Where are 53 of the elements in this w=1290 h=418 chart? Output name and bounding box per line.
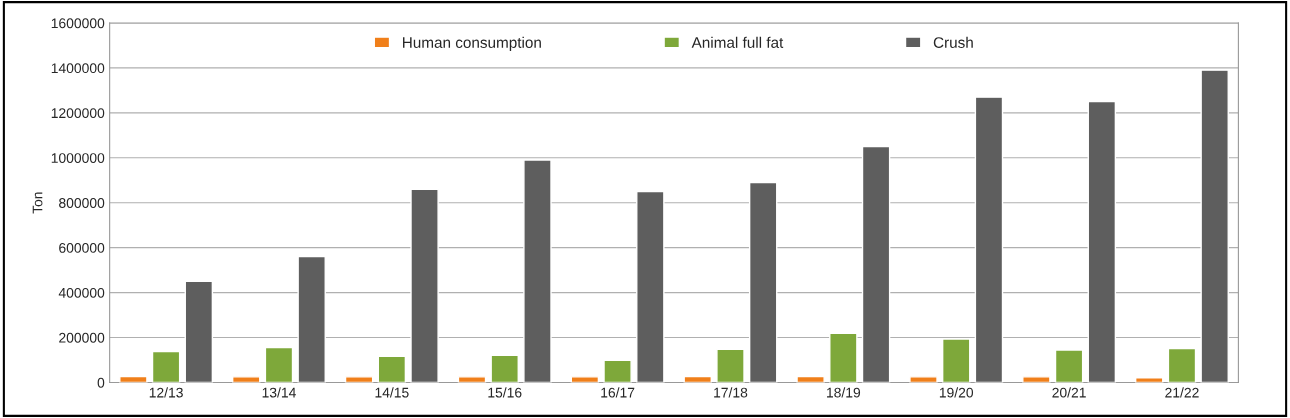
y-axis-title: Ton xyxy=(32,192,43,214)
x-tick-label: 21/22 xyxy=(1165,387,1199,398)
bar xyxy=(231,376,261,383)
bar xyxy=(829,332,858,383)
bar xyxy=(490,354,519,383)
bar xyxy=(410,188,439,383)
x-tick-label: 19/20 xyxy=(939,387,974,398)
y-tick-label: 0 xyxy=(97,377,105,388)
x-tick-label: 15/16 xyxy=(488,387,522,398)
bar xyxy=(523,159,552,383)
bar xyxy=(1134,377,1164,383)
y-tick-label: 400000 xyxy=(58,287,105,298)
y-tick-label: 1200000 xyxy=(51,108,105,119)
bar xyxy=(1167,347,1197,383)
bar xyxy=(264,346,294,383)
bar xyxy=(1054,349,1084,383)
bar xyxy=(1200,69,1229,383)
x-tick-label: 18/19 xyxy=(827,387,861,398)
y-tick-label: 600000 xyxy=(59,243,105,253)
legend-label: Crush xyxy=(933,36,973,48)
legend-label: Human consumption xyxy=(403,36,541,51)
y-tick-label: 1600000 xyxy=(51,18,105,29)
x-tick-label: 12/13 xyxy=(149,387,183,398)
bar xyxy=(683,375,712,383)
bar xyxy=(941,338,971,383)
bar xyxy=(909,376,938,383)
bar xyxy=(1022,376,1051,383)
bar xyxy=(377,355,407,383)
y-tick-label: 1000000 xyxy=(51,153,105,163)
legend-label: Animal full fat xyxy=(691,36,784,48)
bar xyxy=(1087,100,1117,383)
bar xyxy=(796,375,825,383)
bar xyxy=(861,145,891,383)
bar xyxy=(184,280,214,383)
bar xyxy=(457,376,487,383)
bar xyxy=(974,96,1004,383)
x-tick-label: 13/14 xyxy=(262,387,296,398)
y-tick-label: 1400000 xyxy=(51,63,105,74)
y-tick-label: 200000 xyxy=(59,332,105,343)
x-tick-label: 17/18 xyxy=(714,387,748,398)
bar xyxy=(151,350,181,383)
bar xyxy=(716,348,745,383)
x-tick-label: 16/17 xyxy=(601,387,635,398)
bar xyxy=(119,375,148,383)
x-tick-label: 14/15 xyxy=(375,387,409,398)
bar xyxy=(603,359,632,383)
x-tick-label: 20/21 xyxy=(1052,387,1086,398)
y-tick-label: 800000 xyxy=(59,198,105,208)
bar xyxy=(570,376,600,383)
bar xyxy=(344,376,374,383)
bar xyxy=(297,255,326,383)
bar xyxy=(748,181,778,383)
bar xyxy=(636,190,665,383)
